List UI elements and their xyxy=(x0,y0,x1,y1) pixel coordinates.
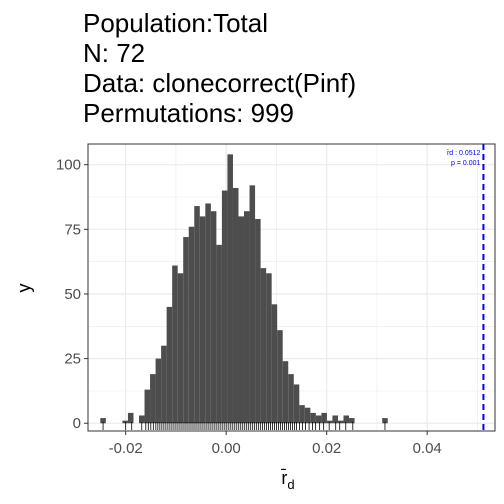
x-tick-label: 0.04 xyxy=(413,440,442,457)
x-tick-label: 0.02 xyxy=(312,440,341,457)
histogram-bar xyxy=(288,374,294,424)
histogram-bar xyxy=(150,374,156,424)
x-tick-label: 0.00 xyxy=(212,440,241,457)
histogram-bar xyxy=(271,304,278,424)
histogram-bar xyxy=(221,190,228,424)
y-tick-label: 100 xyxy=(56,157,81,174)
histogram-bar xyxy=(293,384,300,424)
x-tick-label: -0.02 xyxy=(109,440,143,457)
x-axis: -0.02 0.00 0.02 0.04 xyxy=(109,431,442,457)
panel-border xyxy=(87,143,496,432)
histogram-bar xyxy=(249,185,256,424)
histogram-bar xyxy=(304,407,311,424)
histogram-bar xyxy=(332,415,338,424)
y-tick-label: 0 xyxy=(73,415,81,432)
y-axis: 0 25 50 75 100 xyxy=(56,157,88,432)
histogram-bar xyxy=(310,412,316,424)
rug-marks xyxy=(102,422,386,430)
histogram-bar xyxy=(127,412,134,424)
histogram-bar xyxy=(172,265,178,424)
histogram-bar xyxy=(382,418,388,424)
title-permutations: Permutations: 999 xyxy=(83,98,295,128)
histogram-bar xyxy=(337,420,344,424)
histogram-bar xyxy=(227,154,233,424)
observed-value-group: r̄d : 0.0512 p = 0.001 xyxy=(447,144,485,431)
histogram-bar xyxy=(100,418,106,424)
histogram-bar xyxy=(216,244,222,424)
histogram-bar xyxy=(238,216,245,424)
histogram-bar xyxy=(139,415,145,424)
histogram-bar xyxy=(255,218,261,424)
histogram-bar xyxy=(266,273,272,424)
y-tick-label: 75 xyxy=(64,221,81,238)
histogram-bar xyxy=(188,226,195,424)
histogram-bar xyxy=(315,415,322,424)
title-data: Data: clonecorrect(Pinf) xyxy=(83,68,357,98)
histogram-bar xyxy=(194,206,200,424)
histogram-bar xyxy=(349,418,355,424)
histogram-bar xyxy=(155,358,162,424)
histogram-bar xyxy=(122,420,128,424)
x-axis-title: r̄d xyxy=(280,468,294,492)
y-axis-title: y xyxy=(14,284,34,293)
histogram-bar xyxy=(183,237,189,424)
histogram-bar xyxy=(144,389,151,424)
histogram-bar xyxy=(244,211,250,424)
histogram-bars xyxy=(100,154,388,424)
histogram-bar xyxy=(299,405,305,424)
histogram-bar xyxy=(282,361,289,424)
histogram-bar xyxy=(177,273,184,424)
observed-value-label: r̄d : 0.0512 xyxy=(447,149,481,157)
histogram-bar xyxy=(277,330,283,424)
histogram-bar xyxy=(210,211,217,424)
histogram-bar xyxy=(321,412,327,424)
p-value-label: p = 0.001 xyxy=(451,160,480,167)
title-population: Population:Total xyxy=(83,8,269,38)
y-tick-label: 25 xyxy=(64,351,81,368)
histogram-bar xyxy=(232,187,239,424)
histogram-bar xyxy=(161,345,167,424)
y-tick-label: 50 xyxy=(64,286,81,303)
histogram-bar xyxy=(205,203,211,424)
title-n: N: 72 xyxy=(83,38,146,68)
histogram-bar xyxy=(326,420,333,424)
histogram-bar xyxy=(343,415,350,424)
histogram-bar xyxy=(199,216,206,424)
histogram-bar xyxy=(166,306,173,424)
histogram-bar xyxy=(260,268,267,424)
title-block: Population:Total N: 72 Data: clonecorrec… xyxy=(83,8,356,128)
